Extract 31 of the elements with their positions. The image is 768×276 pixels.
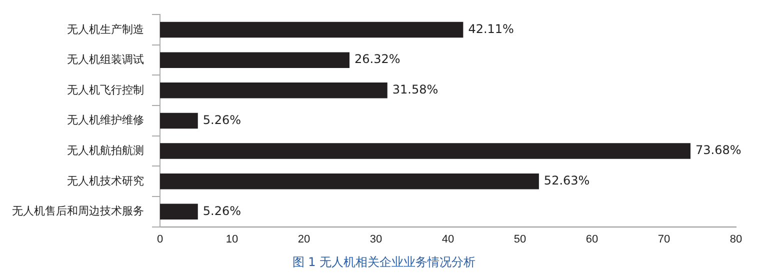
text: 图 1 无人机相关企业业务情况分析: [291, 254, 477, 271]
y-tick-label: 无人机维护维修: [67, 114, 144, 127]
bar: [160, 52, 350, 68]
y-tick-label: 无人机技术研究: [67, 174, 144, 188]
y-tick-label: 无人机飞行控制: [67, 83, 144, 96]
y-tick-label: 无人机售后和周边技术服务: [12, 204, 144, 218]
data-label: 5.26%: [202, 112, 241, 127]
bar: [160, 82, 388, 98]
data-label: 42.11%: [468, 22, 514, 36]
y-tick-label: 无人机生产制造: [67, 22, 144, 36]
bar: [160, 112, 198, 129]
data-label: 5.26%: [202, 204, 241, 218]
x-tick-label: 30: [370, 233, 382, 246]
x-tick-label: 80: [730, 233, 742, 246]
x-tick-label: 0: [156, 233, 164, 246]
data-label: 31.58%: [392, 82, 438, 97]
bar: [160, 204, 198, 220]
bar: [160, 143, 690, 159]
y-tick-label: 无人机航拍航测: [67, 144, 144, 158]
x-tick-label: 10: [226, 233, 238, 246]
x-tick-label: 70: [658, 233, 670, 246]
y-tick-label: 无人机组装调试: [67, 53, 144, 66]
data-label: 26.32%: [354, 52, 400, 66]
x-tick-label: 20: [298, 233, 310, 246]
x-tick-label: 40: [442, 233, 454, 246]
data-label: 73.68%: [695, 143, 742, 158]
bar: [160, 22, 464, 38]
bar: [160, 173, 539, 190]
data-label: 52.63%: [544, 173, 590, 188]
x-tick-label: 50: [514, 233, 526, 246]
x-tick-label: 60: [586, 233, 598, 246]
